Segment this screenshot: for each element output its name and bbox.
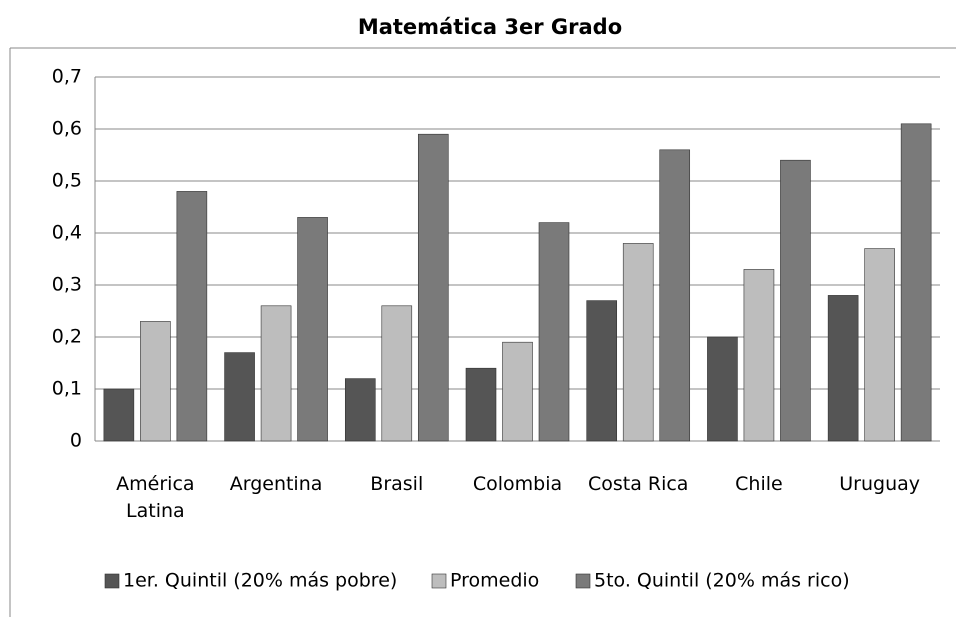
- y-tick-label: 0,4: [52, 222, 82, 244]
- legend-label: 5to. Quintil (20% más rico): [594, 570, 850, 592]
- bar: [297, 217, 328, 442]
- legend-marker: [431, 573, 447, 589]
- bar: [344, 378, 376, 442]
- bar: [103, 388, 135, 442]
- bar: [780, 159, 811, 442]
- bar: [707, 336, 738, 442]
- y-tick-label: 0,6: [52, 118, 82, 140]
- bar: [381, 305, 413, 442]
- y-tick-label: 0,3: [52, 274, 82, 296]
- bar: [864, 248, 895, 442]
- bar: [417, 133, 449, 442]
- bar: [538, 222, 570, 442]
- chart-title: Matemática 3er Grado: [358, 15, 622, 39]
- x-tick-label: Colombia: [472, 473, 563, 495]
- x-tick-label: América Latina: [116, 473, 195, 522]
- y-tick-label: 0,2: [52, 326, 82, 348]
- bar: [827, 295, 859, 442]
- x-tick-label: Brasil: [370, 473, 424, 495]
- x-tick-label: Costa Rica: [587, 473, 689, 495]
- legend-label: Promedio: [450, 570, 539, 592]
- y-tick-label: 0,1: [52, 378, 82, 400]
- bar: [176, 191, 208, 442]
- bar: [465, 367, 497, 442]
- bar: [140, 321, 171, 442]
- bar: [659, 149, 691, 442]
- legend-marker: [575, 573, 591, 589]
- x-tick-label: Uruguay: [839, 473, 921, 495]
- legend-label: 1er. Quintil (20% más pobre): [123, 570, 397, 592]
- bar: [622, 243, 654, 442]
- legend-marker: [104, 573, 120, 589]
- y-tick-label: 0,5: [52, 170, 82, 192]
- x-tick-label: Chile: [735, 473, 783, 495]
- bar: [743, 269, 775, 442]
- bar: [586, 300, 618, 442]
- bar: [224, 352, 255, 442]
- y-tick-label: 0,7: [52, 66, 82, 88]
- x-tick-label: Argentina: [229, 473, 323, 495]
- bar: [502, 341, 533, 442]
- y-tick-label: 0: [70, 430, 82, 452]
- bar: [900, 123, 932, 442]
- bar: [260, 305, 292, 442]
